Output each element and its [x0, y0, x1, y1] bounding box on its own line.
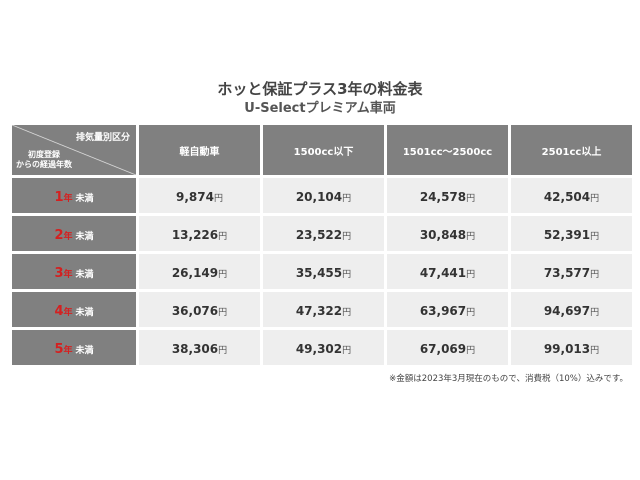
table-row: 3年 未満 26,149円 35,455円 47,441円 73,577円 [12, 254, 632, 289]
price-value: 47,322 [295, 304, 343, 318]
table-row: 4年 未満 36,076円 47,322円 63,967円 94,697円 [12, 292, 632, 327]
price-value: 94,697 [543, 304, 591, 318]
table-row: 1年 未満 9,874円 20,104円 24,578円 42,504円 [12, 178, 632, 213]
row-header-2-years: 2年 未満 [12, 216, 136, 251]
yen-unit: 円 [590, 346, 600, 356]
price-value: 63,967 [419, 304, 467, 318]
yen-unit: 円 [213, 194, 223, 204]
row-year-number: 2 [54, 228, 64, 243]
price-value: 49,302 [295, 342, 343, 356]
row-year-unit: 年 [63, 194, 73, 204]
row-year-unit: 年 [63, 270, 73, 280]
first-registration-label: 初度登録 [28, 150, 60, 159]
price-cell: 36,076円 [139, 292, 260, 327]
tax-note: ※金額は2023年3月現在のもので、消費税（10%）込みです。 [389, 374, 628, 384]
price-cell: 23,522円 [263, 216, 384, 251]
price-value: 23,522 [295, 228, 343, 242]
price-cell: 35,455円 [263, 254, 384, 289]
price-value: 35,455 [295, 266, 343, 280]
elapsed-years-suffix-label: からの経過年数 [16, 160, 72, 169]
price-value: 47,441 [419, 266, 467, 280]
yen-unit: 円 [218, 232, 228, 242]
price-cell: 42,504円 [511, 178, 632, 213]
row-year-suffix: 未満 [75, 308, 94, 318]
price-cell: 67,069円 [387, 330, 508, 365]
row-year-unit: 年 [63, 308, 73, 318]
price-cell: 99,013円 [511, 330, 632, 365]
price-cell: 47,322円 [263, 292, 384, 327]
column-header-1500cc: 1500cc以下 [263, 125, 384, 175]
price-cell: 38,306円 [139, 330, 260, 365]
yen-unit: 円 [342, 194, 352, 204]
price-cell: 9,874円 [139, 178, 260, 213]
price-value: 67,069 [419, 342, 467, 356]
row-year-suffix: 未満 [75, 194, 94, 204]
row-year-number: 1 [54, 190, 64, 205]
elapsed-years-label: 初度登録 からの経過年数 [16, 150, 72, 170]
row-year-suffix: 未満 [75, 232, 94, 242]
price-value: 36,076 [171, 304, 219, 318]
price-value: 30,848 [419, 228, 467, 242]
yen-unit: 円 [342, 346, 352, 356]
row-year-unit: 年 [63, 232, 73, 242]
row-year-suffix: 未満 [75, 270, 94, 280]
row-year-suffix: 未満 [75, 346, 94, 356]
price-cell: 49,302円 [263, 330, 384, 365]
price-cell: 63,967円 [387, 292, 508, 327]
price-value: 52,391 [543, 228, 591, 242]
price-value: 38,306 [171, 342, 219, 356]
column-header-kei: 軽自動車 [139, 125, 260, 175]
yen-unit: 円 [466, 346, 476, 356]
price-value: 24,578 [419, 190, 467, 204]
row-header-3-years: 3年 未満 [12, 254, 136, 289]
price-value: 20,104 [295, 190, 343, 204]
yen-unit: 円 [590, 232, 600, 242]
yen-unit: 円 [466, 232, 476, 242]
price-cell: 52,391円 [511, 216, 632, 251]
yen-unit: 円 [466, 270, 476, 280]
page-subtitle: U-Selectプレミアム車両 [244, 101, 396, 116]
price-value: 99,013 [543, 342, 591, 356]
price-cell: 13,226円 [139, 216, 260, 251]
price-value: 13,226 [171, 228, 219, 242]
price-value: 26,149 [171, 266, 219, 280]
yen-unit: 円 [218, 308, 228, 318]
yen-unit: 円 [218, 270, 228, 280]
yen-unit: 円 [590, 308, 600, 318]
page-title: ホッと保証プラス3年の料金表 [217, 80, 423, 98]
row-year-unit: 年 [63, 346, 73, 356]
column-header-2501cc: 2501cc以上 [511, 125, 632, 175]
row-year-number: 4 [54, 304, 64, 319]
row-header-4-years: 4年 未満 [12, 292, 136, 327]
row-header-1-year: 1年 未満 [12, 178, 136, 213]
price-cell: 73,577円 [511, 254, 632, 289]
yen-unit: 円 [342, 308, 352, 318]
yen-unit: 円 [342, 270, 352, 280]
row-header-5-years: 5年 未満 [12, 330, 136, 365]
table-corner-header: 排気量別区分 初度登録 からの経過年数 [12, 125, 136, 175]
price-cell: 26,149円 [139, 254, 260, 289]
yen-unit: 円 [590, 270, 600, 280]
price-value: 73,577 [543, 266, 591, 280]
yen-unit: 円 [218, 346, 228, 356]
row-year-number: 5 [54, 342, 64, 357]
price-cell: 47,441円 [387, 254, 508, 289]
price-value: 42,504 [543, 190, 591, 204]
price-table: 排気量別区分 初度登録 からの経過年数 軽自動車 1500cc以下 1501cc… [9, 122, 635, 368]
price-value: 9,874 [176, 190, 214, 204]
column-header-1501-2500cc: 1501cc～2500cc [387, 125, 508, 175]
price-cell: 30,848円 [387, 216, 508, 251]
price-cell: 24,578円 [387, 178, 508, 213]
table-header-row: 排気量別区分 初度登録 からの経過年数 軽自動車 1500cc以下 1501cc… [12, 125, 632, 175]
table-row: 2年 未満 13,226円 23,522円 30,848円 52,391円 [12, 216, 632, 251]
yen-unit: 円 [590, 194, 600, 204]
row-year-number: 3 [54, 266, 64, 281]
price-cell: 20,104円 [263, 178, 384, 213]
yen-unit: 円 [466, 194, 476, 204]
table-row: 5年 未満 38,306円 49,302円 67,069円 99,013円 [12, 330, 632, 365]
yen-unit: 円 [342, 232, 352, 242]
price-cell: 94,697円 [511, 292, 632, 327]
displacement-category-label: 排気量別区分 [75, 133, 130, 143]
yen-unit: 円 [466, 308, 476, 318]
